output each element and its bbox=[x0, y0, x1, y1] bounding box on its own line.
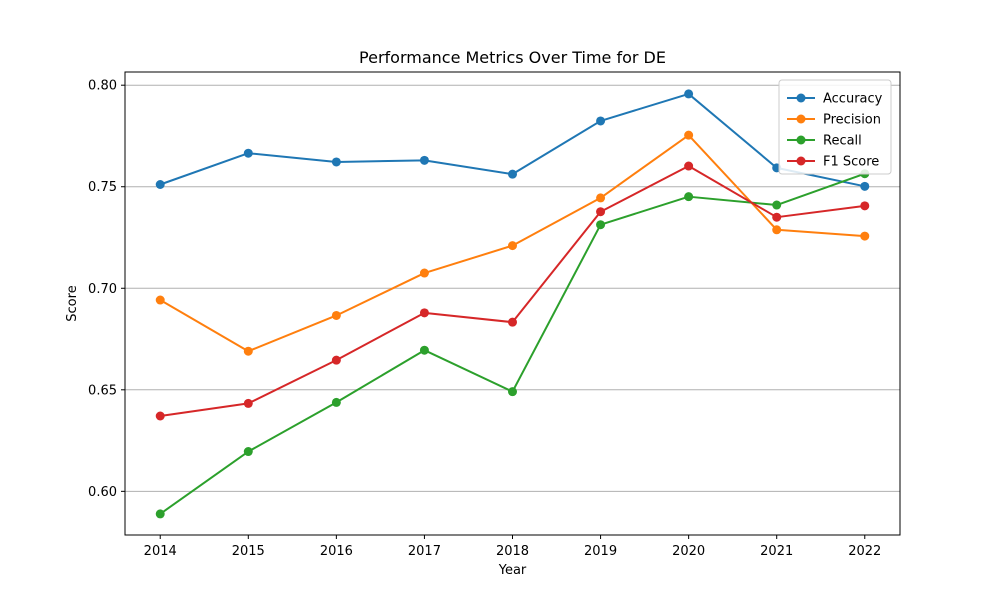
data-point-recall bbox=[596, 220, 606, 230]
data-point-precision bbox=[508, 241, 517, 251]
data-point-f1-score bbox=[331, 355, 341, 365]
y-tick-label: 0.80 bbox=[88, 79, 117, 94]
x-tick-label: 2019 bbox=[584, 544, 617, 559]
data-point-f1-score bbox=[508, 317, 517, 327]
y-tick-label: 0.75 bbox=[88, 180, 117, 195]
x-tick-label: 2018 bbox=[496, 544, 529, 559]
y-axis-label: Score bbox=[65, 285, 80, 321]
data-point-precision bbox=[331, 310, 341, 320]
data-point-accuracy bbox=[684, 89, 694, 99]
legend-label: Recall bbox=[823, 134, 862, 149]
data-point-f1-score bbox=[243, 398, 253, 408]
series-f1-score bbox=[155, 161, 870, 421]
data-point-recall bbox=[331, 397, 341, 407]
data-point-precision bbox=[419, 268, 429, 278]
x-tick-label: 2022 bbox=[848, 544, 881, 559]
data-point-recall bbox=[508, 387, 517, 397]
data-point-accuracy bbox=[155, 180, 165, 190]
x-tick-label: 2021 bbox=[760, 544, 793, 559]
data-point-precision bbox=[155, 295, 165, 305]
data-point-precision bbox=[596, 193, 606, 203]
plot-area bbox=[125, 72, 900, 535]
x-tick-label: 2015 bbox=[232, 544, 265, 559]
legend-label: Accuracy bbox=[823, 92, 883, 107]
legend: Accuracy Precision Recall F1 Score bbox=[778, 79, 892, 175]
data-point-recall bbox=[155, 509, 165, 519]
data-point-f1-score bbox=[419, 308, 429, 318]
data-point-accuracy bbox=[419, 155, 429, 165]
data-point-f1-score bbox=[155, 411, 165, 421]
data-point-f1-score bbox=[596, 207, 606, 217]
data-point-accuracy bbox=[508, 169, 517, 179]
data-point-recall bbox=[243, 447, 253, 457]
x-tick-label: 2014 bbox=[144, 544, 177, 559]
legend-swatch-marker bbox=[796, 156, 806, 166]
data-point-accuracy bbox=[596, 116, 606, 126]
x-tick-label: 2017 bbox=[408, 544, 441, 559]
data-point-f1-score bbox=[860, 201, 870, 211]
axis-layer: 0.60 0.65 0.70 0.75 0.80 2014 2015 2016 2017 2018… bbox=[88, 79, 881, 559]
series-precision bbox=[155, 130, 870, 356]
data-point-precision bbox=[243, 346, 253, 356]
series-recall bbox=[155, 169, 870, 519]
legend-swatch-marker bbox=[796, 93, 806, 103]
legend-swatch-marker bbox=[796, 135, 806, 145]
data-point-recall bbox=[684, 192, 694, 202]
y-tick-label: 0.70 bbox=[88, 282, 117, 297]
data-point-precision bbox=[684, 130, 694, 140]
data-point-accuracy bbox=[860, 181, 870, 191]
data-point-recall bbox=[772, 200, 782, 210]
data-point-f1-score bbox=[684, 161, 694, 171]
legend-swatch-marker bbox=[796, 114, 806, 124]
legend-label: Precision bbox=[823, 113, 881, 128]
data-point-accuracy bbox=[331, 157, 341, 167]
data-point-precision bbox=[860, 231, 870, 241]
data-point-f1-score bbox=[772, 212, 782, 222]
grid-layer bbox=[125, 84, 900, 492]
legend-item-precision: Precision bbox=[787, 113, 881, 128]
legend-item-recall: Recall bbox=[787, 134, 862, 149]
data-point-accuracy bbox=[243, 148, 253, 158]
x-tick-label: 2020 bbox=[672, 544, 705, 559]
x-axis-label: Year bbox=[498, 563, 527, 578]
chart-title: Performance Metrics Over Time for DE bbox=[359, 48, 666, 67]
series-layer bbox=[155, 89, 870, 519]
legend-box bbox=[778, 79, 892, 175]
legend-item-f1-score: F1 Score bbox=[787, 155, 879, 170]
legend-label: F1 Score bbox=[823, 155, 879, 170]
x-tick-label: 2016 bbox=[320, 544, 353, 559]
y-tick-label: 0.65 bbox=[88, 383, 117, 398]
data-point-precision bbox=[772, 225, 782, 235]
y-tick-label: 0.60 bbox=[88, 485, 117, 500]
legend-item-accuracy: Accuracy bbox=[787, 92, 883, 107]
data-point-recall bbox=[419, 345, 429, 355]
